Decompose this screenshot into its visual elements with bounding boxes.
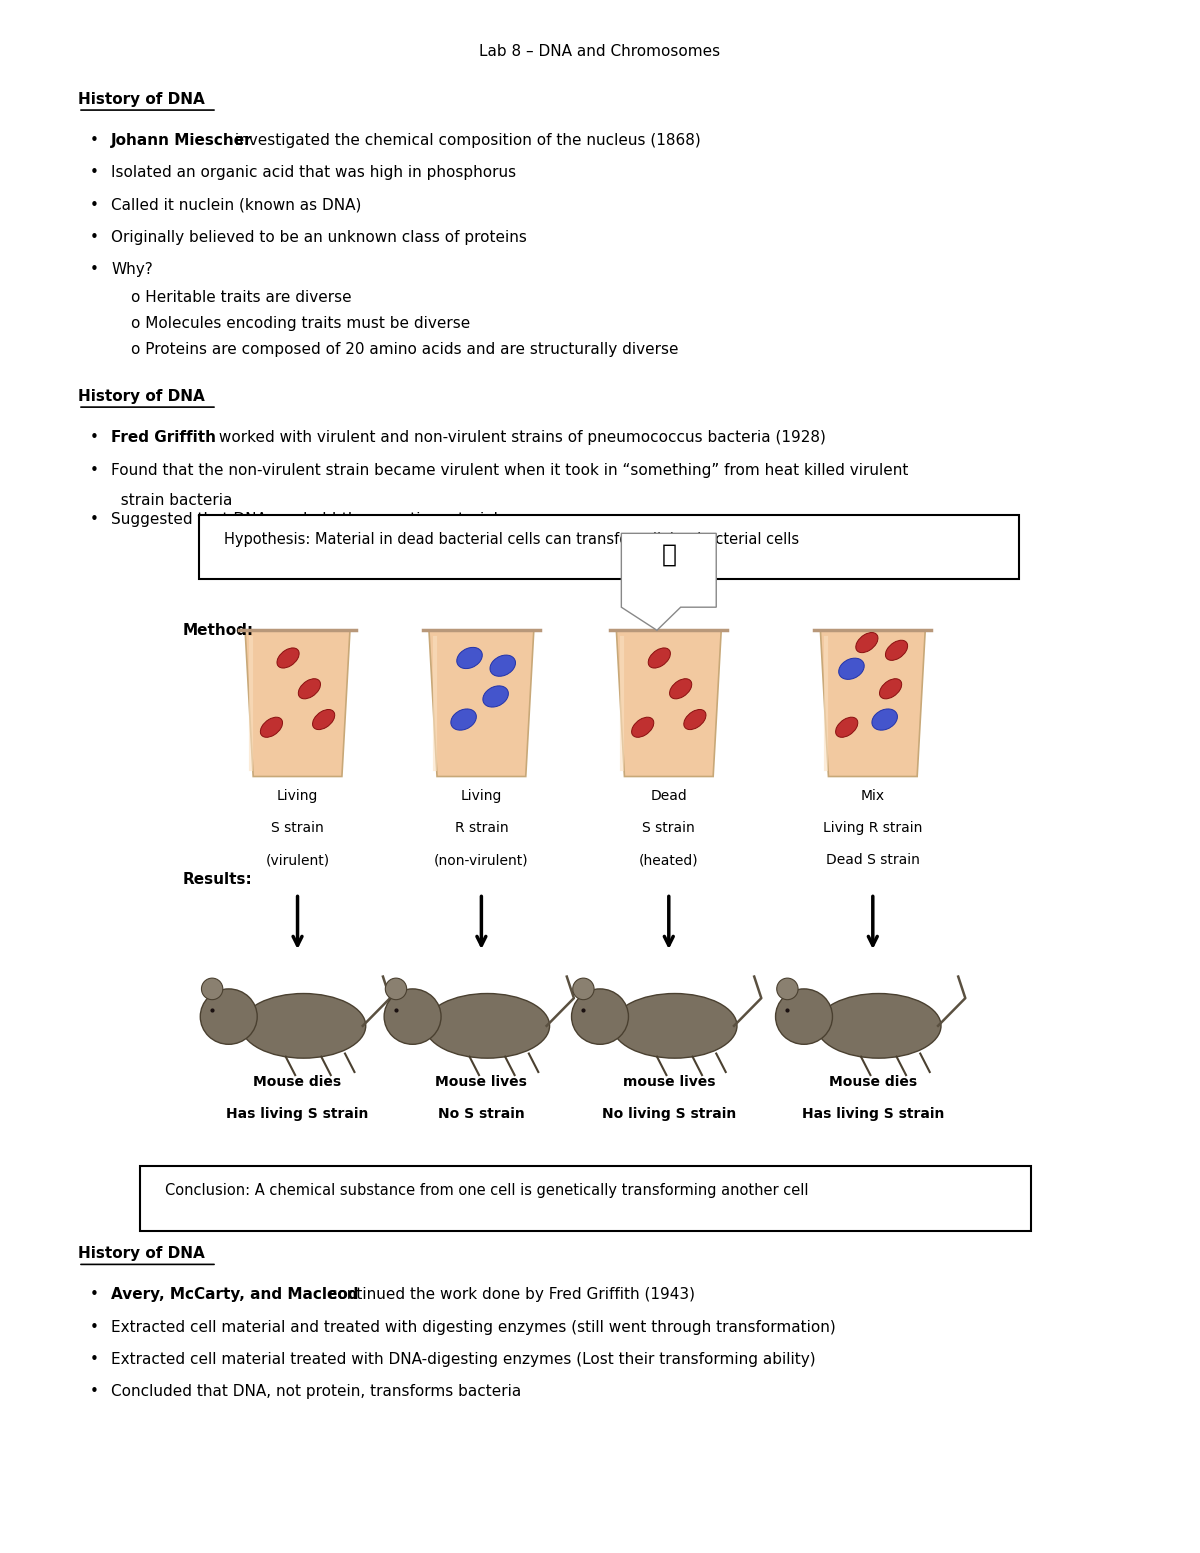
Text: S strain: S strain: [642, 822, 695, 836]
Text: Isolated an organic acid that was high in phosphorus: Isolated an organic acid that was high i…: [112, 166, 516, 180]
Text: 🔥: 🔥: [661, 542, 677, 567]
Text: No living S strain: No living S strain: [601, 1107, 736, 1121]
FancyBboxPatch shape: [139, 1166, 1031, 1230]
Text: Suggested that DNA was: Suggested that DNA was: [112, 512, 307, 526]
Text: Found that the non-virulent strain became virulent when it took in “something” f: Found that the non-virulent strain becam…: [112, 463, 908, 477]
Polygon shape: [245, 631, 350, 776]
Polygon shape: [821, 631, 925, 776]
Text: Fred Griffith: Fred Griffith: [112, 430, 216, 446]
Ellipse shape: [572, 978, 594, 1000]
Ellipse shape: [835, 717, 858, 738]
Text: o Heritable traits are diverse: o Heritable traits are diverse: [132, 290, 352, 304]
Text: •: •: [90, 134, 98, 148]
Text: Mouse dies: Mouse dies: [253, 1075, 342, 1089]
Text: No S strain: No S strain: [438, 1107, 524, 1121]
Ellipse shape: [631, 717, 654, 738]
Text: R strain: R strain: [455, 822, 509, 836]
Polygon shape: [617, 631, 721, 776]
Text: Mouse lives: Mouse lives: [436, 1075, 527, 1089]
Text: Living: Living: [277, 789, 318, 803]
Polygon shape: [428, 631, 534, 776]
Ellipse shape: [490, 655, 516, 676]
Ellipse shape: [571, 989, 629, 1044]
Text: Originally believed to be an unknown class of proteins: Originally believed to be an unknown cla…: [112, 230, 527, 245]
Ellipse shape: [775, 989, 833, 1044]
Text: •: •: [90, 197, 98, 213]
Text: Living R strain: Living R strain: [823, 822, 923, 836]
Ellipse shape: [880, 679, 901, 699]
Ellipse shape: [776, 978, 798, 1000]
FancyBboxPatch shape: [199, 516, 1019, 579]
Ellipse shape: [648, 648, 671, 668]
Ellipse shape: [684, 710, 706, 730]
Ellipse shape: [202, 978, 223, 1000]
Ellipse shape: [385, 978, 407, 1000]
Text: Dead: Dead: [650, 789, 688, 803]
Text: History of DNA: History of DNA: [78, 92, 205, 107]
Text: •: •: [90, 1384, 98, 1399]
Ellipse shape: [839, 658, 864, 679]
Ellipse shape: [200, 989, 257, 1044]
Ellipse shape: [482, 686, 509, 707]
Text: Johann Miescher: Johann Miescher: [112, 134, 253, 148]
Text: Hypothesis: Material in dead bacterial cells can transform living bacterial cell: Hypothesis: Material in dead bacterial c…: [224, 531, 799, 547]
Ellipse shape: [451, 708, 476, 730]
Text: History of DNA: History of DNA: [78, 388, 205, 404]
Text: Has living S strain: Has living S strain: [227, 1107, 368, 1121]
Text: Conclusion: A chemical substance from one cell is genetically transforming anoth: Conclusion: A chemical substance from on…: [164, 1183, 808, 1197]
Text: Living: Living: [461, 789, 502, 803]
Text: (non-virulent): (non-virulent): [434, 854, 529, 868]
Text: strain bacteria: strain bacteria: [112, 494, 233, 508]
Ellipse shape: [612, 994, 737, 1058]
Text: worked with virulent and non-virulent strains of pneumococcus bacteria (1928): worked with virulent and non-virulent st…: [214, 430, 826, 446]
Text: History of DNA: History of DNA: [78, 1246, 205, 1261]
Ellipse shape: [277, 648, 299, 668]
Text: continued the work done by Fred Griffith (1943): continued the work done by Fred Griffith…: [324, 1287, 695, 1303]
Ellipse shape: [856, 632, 878, 652]
Text: investigated the chemical composition of the nucleus (1868): investigated the chemical composition of…: [229, 134, 701, 148]
Text: probably: probably: [280, 512, 347, 526]
Ellipse shape: [260, 717, 282, 738]
Text: o Proteins are composed of 20 amino acids and are structurally diverse: o Proteins are composed of 20 amino acid…: [132, 343, 679, 357]
Text: o Molecules encoding traits must be diverse: o Molecules encoding traits must be dive…: [132, 317, 470, 331]
Text: Extracted cell material and treated with digesting enzymes (still went through t: Extracted cell material and treated with…: [112, 1320, 836, 1336]
Text: •: •: [90, 1287, 98, 1303]
Text: •: •: [90, 262, 98, 278]
Ellipse shape: [816, 994, 941, 1058]
Text: Has living S strain: Has living S strain: [802, 1107, 944, 1121]
Ellipse shape: [384, 989, 442, 1044]
Text: Extracted cell material treated with DNA-digesting enzymes (Lost their transform: Extracted cell material treated with DNA…: [112, 1353, 816, 1367]
Text: S strain: S strain: [271, 822, 324, 836]
Text: •: •: [90, 463, 98, 477]
Ellipse shape: [241, 994, 366, 1058]
Text: Method:: Method:: [182, 623, 253, 638]
Text: Concluded that DNA, not protein, transforms bacteria: Concluded that DNA, not protein, transfo…: [112, 1384, 522, 1399]
Ellipse shape: [457, 648, 482, 669]
Text: the genetic material: the genetic material: [337, 512, 498, 526]
Text: Avery, McCarty, and Macleod: Avery, McCarty, and Macleod: [112, 1287, 359, 1303]
Text: (virulent): (virulent): [265, 854, 330, 868]
Ellipse shape: [886, 640, 907, 660]
Ellipse shape: [312, 710, 335, 730]
Polygon shape: [622, 533, 716, 631]
Ellipse shape: [670, 679, 691, 699]
Ellipse shape: [872, 708, 898, 730]
Text: Dead S strain: Dead S strain: [826, 854, 919, 868]
Text: •: •: [90, 1320, 98, 1336]
Text: •: •: [90, 230, 98, 245]
Text: •: •: [90, 166, 98, 180]
Text: Mouse dies: Mouse dies: [829, 1075, 917, 1089]
Text: Called it nuclein (known as DNA): Called it nuclein (known as DNA): [112, 197, 361, 213]
Text: Lab 8 – DNA and Chromosomes: Lab 8 – DNA and Chromosomes: [480, 43, 720, 59]
Ellipse shape: [425, 994, 550, 1058]
Text: •: •: [90, 430, 98, 446]
Text: Why?: Why?: [112, 262, 154, 278]
Text: •: •: [90, 1353, 98, 1367]
Text: Results:: Results:: [182, 871, 252, 887]
Ellipse shape: [299, 679, 320, 699]
Text: (heated): (heated): [638, 854, 698, 868]
Text: mouse lives: mouse lives: [623, 1075, 715, 1089]
Text: •: •: [90, 512, 98, 526]
Text: Mix: Mix: [860, 789, 884, 803]
